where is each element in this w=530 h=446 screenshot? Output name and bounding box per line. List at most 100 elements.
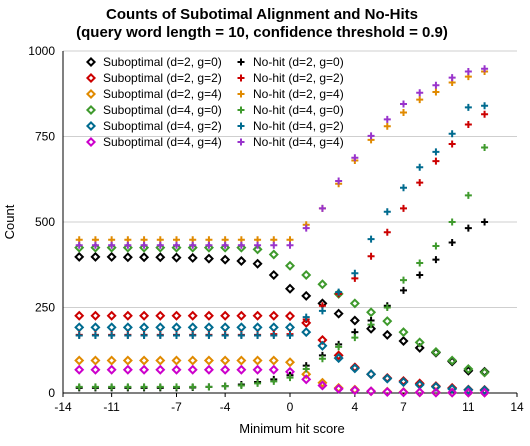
data-point-diamond <box>139 310 150 321</box>
legend-entry: Suboptimal (d=4, g=2) <box>103 119 222 133</box>
data-point-diamond <box>317 377 328 388</box>
x-tick-label: 14 <box>510 400 524 414</box>
data-point-plus <box>448 74 456 82</box>
data-point-plus <box>254 241 262 249</box>
data-point-diamond <box>187 252 198 263</box>
data-point-plus <box>270 332 278 340</box>
legend-marker <box>85 136 97 148</box>
legend-entry: No-hit (d=2, g=0) <box>253 55 344 69</box>
data-point-diamond <box>155 310 166 321</box>
data-point-plus <box>400 204 407 212</box>
x-tick-label: 0 <box>287 400 294 414</box>
data-point-diamond <box>220 355 231 366</box>
data-point-plus <box>318 307 326 315</box>
data-point-plus <box>481 110 489 118</box>
data-point-diamond <box>171 355 182 366</box>
data-point-diamond <box>284 311 296 322</box>
data-point-diamond <box>220 322 231 333</box>
data-point-diamond <box>187 310 198 321</box>
data-point-diamond <box>74 322 85 333</box>
data-point-diamond <box>463 387 474 398</box>
data-point-plus <box>302 365 310 373</box>
data-point-diamond <box>333 353 344 364</box>
data-point-diamond <box>398 336 409 347</box>
data-point-diamond <box>236 310 247 321</box>
x-tick-label: 11 <box>462 400 475 414</box>
data-point-diamond <box>463 364 474 375</box>
data-point-diamond <box>187 242 198 253</box>
data-point-diamond <box>90 310 101 321</box>
y-axis-label: Count <box>2 204 17 239</box>
data-point-diamond <box>317 279 328 290</box>
data-point-diamond <box>414 337 425 348</box>
data-point-plus <box>432 148 440 156</box>
data-point-diamond <box>317 340 328 351</box>
data-point-diamond <box>122 310 133 321</box>
legend-entry: Suboptimal (d=2, g=0) <box>103 55 222 69</box>
data-point-plus <box>367 235 375 243</box>
data-point-diamond <box>301 317 312 328</box>
data-point-plus <box>140 383 148 391</box>
data-point-diamond <box>106 310 117 321</box>
data-point-plus <box>432 81 440 89</box>
data-point-plus <box>432 88 440 96</box>
data-point-plus <box>383 208 391 216</box>
y-tick-label: 0 <box>48 386 55 400</box>
data-point-plus <box>318 204 326 212</box>
data-point-diamond <box>333 350 344 361</box>
data-point-plus <box>416 271 424 279</box>
data-point-plus <box>432 157 440 165</box>
data-point-diamond <box>171 252 182 263</box>
data-point-plus <box>481 102 489 110</box>
data-point-diamond <box>349 385 360 396</box>
data-point-diamond <box>122 364 133 375</box>
data-point-diamond <box>203 242 214 253</box>
legend-marker <box>85 88 97 100</box>
data-point-diamond <box>155 252 166 263</box>
x-tick-label: -11 <box>103 400 120 414</box>
data-point-plus <box>432 256 440 264</box>
data-point-diamond <box>333 383 344 394</box>
data-point-diamond <box>284 322 296 333</box>
data-point-diamond <box>236 242 247 253</box>
data-point-diamond <box>284 357 296 368</box>
data-point-plus <box>75 332 83 340</box>
data-point-plus <box>75 383 83 391</box>
x-tick-label: 4 <box>352 400 359 414</box>
data-point-diamond <box>398 327 409 338</box>
data-point-plus <box>416 179 424 187</box>
data-point-diamond <box>268 310 279 321</box>
data-point-diamond <box>122 322 133 333</box>
data-point-plus <box>416 163 424 171</box>
legend-marker <box>85 72 97 84</box>
y-tick-label: 1000 <box>28 44 55 58</box>
data-point-plus <box>270 377 278 385</box>
data-point-plus <box>367 321 375 329</box>
y-tick-label: 750 <box>35 130 55 144</box>
data-point-plus <box>432 242 440 250</box>
data-point-diamond <box>349 298 360 309</box>
data-point-plus <box>254 332 262 340</box>
data-point-diamond <box>187 322 198 333</box>
data-point-plus <box>464 121 472 129</box>
data-point-diamond <box>447 387 458 398</box>
data-point-diamond <box>187 355 198 366</box>
data-point-plus <box>367 132 375 140</box>
data-point-diamond <box>139 355 150 366</box>
data-point-diamond <box>122 355 133 366</box>
legend-marker <box>237 106 245 114</box>
y-tick-label: 250 <box>35 301 55 315</box>
data-point-diamond <box>382 373 393 384</box>
data-point-diamond <box>268 249 279 260</box>
data-point-diamond <box>382 386 393 397</box>
data-point-diamond <box>398 387 409 398</box>
data-point-plus <box>124 332 132 340</box>
x-tick-label: -4 <box>220 400 231 414</box>
data-point-diamond <box>155 355 166 366</box>
data-point-diamond <box>430 346 441 357</box>
data-point-diamond <box>382 316 393 327</box>
legend-entry: Suboptimal (d=2, g=2) <box>103 71 222 85</box>
data-point-diamond <box>382 329 393 340</box>
data-point-diamond <box>74 364 85 375</box>
